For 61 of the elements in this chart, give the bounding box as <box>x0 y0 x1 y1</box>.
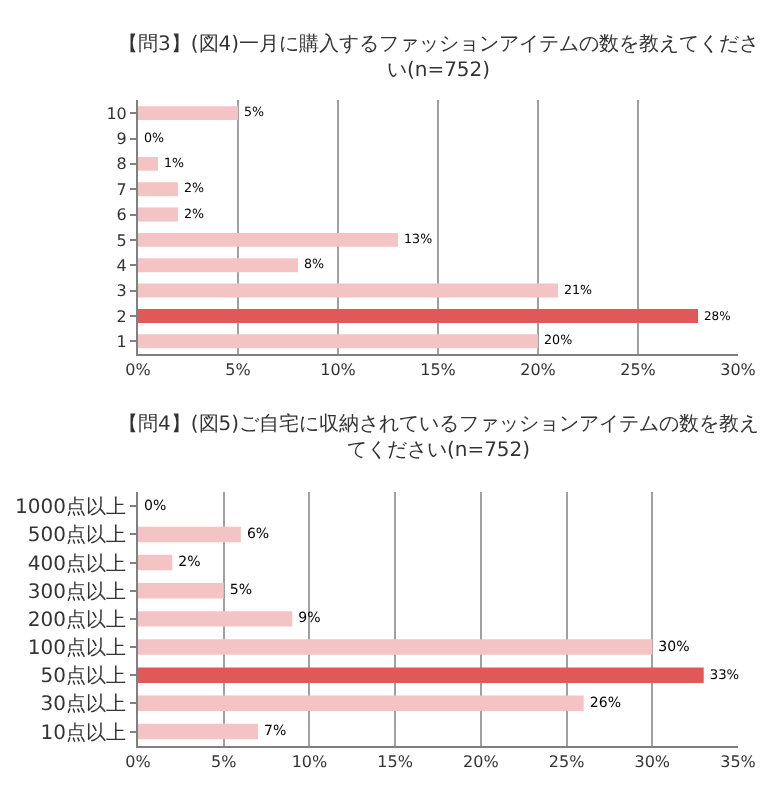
x-tick-label: 25% <box>548 752 586 771</box>
y-tick-label: 400点以上 <box>27 551 126 576</box>
bar <box>138 723 258 740</box>
y-tick-label: 1000点以上 <box>15 495 126 520</box>
bar <box>138 695 584 712</box>
bar <box>138 156 158 171</box>
bar <box>138 106 238 121</box>
x-tick-label: 30% <box>634 752 671 771</box>
y-tick-label: 30点以上 <box>40 692 126 717</box>
y-tick-label: 500点以上 <box>27 523 126 548</box>
x-tick-label: 10% <box>320 361 357 380</box>
x-tick-label: 5% <box>225 361 252 380</box>
x-tick-label: 20% <box>463 752 500 771</box>
bar <box>138 334 538 349</box>
bar <box>138 308 698 323</box>
bar <box>138 582 224 599</box>
y-tick-label: 8 <box>116 155 127 174</box>
bar <box>138 611 293 627</box>
x-tick-label: 30% <box>720 361 757 380</box>
bar <box>138 526 241 543</box>
x-tick-label: 35% <box>720 752 757 771</box>
y-tick-label: 4 <box>116 256 127 275</box>
x-tick-label: 20% <box>520 361 557 380</box>
y-tick-label: 6 <box>116 206 127 225</box>
chart-title: 【問4】(図5)ご自宅に収納されているファッションアイテムの数を教えてください(n=752) <box>118 412 760 462</box>
chart-title: 【問3】(図4)一月に購入するファッションアイテムの数を教えてください(n=752) <box>118 32 760 82</box>
data-label: 2% <box>178 552 202 571</box>
bar <box>138 258 298 273</box>
y-tick-label: 3 <box>116 282 127 301</box>
data-label: 7% <box>264 721 287 740</box>
bar <box>138 232 398 247</box>
x-tick-label: 0% <box>125 361 152 380</box>
data-label: 30% <box>658 636 691 655</box>
data-label: 26% <box>589 692 622 711</box>
x-tick-label: 5% <box>211 752 238 771</box>
y-tick-label: 100点以上 <box>27 636 126 661</box>
data-label: 0% <box>144 495 167 514</box>
data-label: 9% <box>298 608 322 627</box>
data-label: 5% <box>229 580 253 599</box>
x-tick-label: 10% <box>291 752 328 771</box>
y-tick-label: 7 <box>116 180 127 199</box>
y-tick-label: 9 <box>116 130 127 149</box>
bar <box>138 283 558 298</box>
y-tick-label: 5 <box>116 231 127 250</box>
y-tick-label: 10 <box>106 104 127 123</box>
y-tick-label: 300点以上 <box>27 579 126 604</box>
x-tick-label: 0% <box>125 752 152 771</box>
y-tick-label: 50点以上 <box>40 664 126 689</box>
x-tick-label: 25% <box>620 361 657 380</box>
bar <box>138 667 704 683</box>
bar <box>138 554 173 571</box>
x-tick-label: 15% <box>377 752 414 771</box>
y-tick-label: 2 <box>116 307 127 326</box>
y-tick-label: 200点以上 <box>27 607 126 632</box>
data-label: 6% <box>246 523 270 542</box>
bar <box>138 639 653 655</box>
y-tick-label: 10点以上 <box>40 720 126 745</box>
y-tick-label: 1 <box>116 332 127 351</box>
bar <box>138 182 178 197</box>
bar <box>138 207 178 222</box>
x-tick-label: 15% <box>420 361 457 380</box>
